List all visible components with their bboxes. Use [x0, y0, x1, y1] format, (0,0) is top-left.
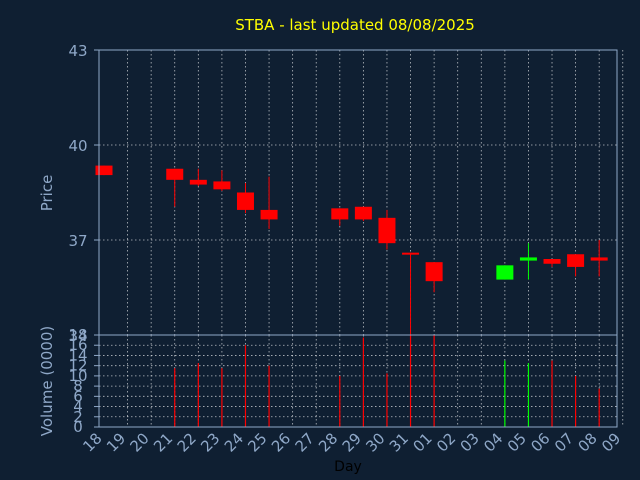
candle-body: [331, 208, 349, 220]
volume-tick-label: 18: [68, 326, 87, 344]
x-tick-label: 02: [433, 429, 459, 455]
x-tick-label: 06: [527, 429, 553, 455]
candle: [378, 209, 396, 250]
candle-body: [402, 252, 420, 255]
volume-tick-label: 14: [68, 346, 87, 364]
candle-body: [260, 209, 278, 220]
x-tick-label: 29: [339, 429, 365, 455]
candle-body: [590, 257, 608, 261]
candle: [260, 176, 278, 229]
x-tick-label: 22: [174, 429, 200, 455]
volume-axis-label: Volume (0000): [38, 326, 56, 436]
candle-body: [354, 206, 372, 220]
chart-title: STBA - last updated 08/08/2025: [235, 16, 475, 34]
x-tick-label: 23: [197, 429, 223, 455]
x-tick-label: 27: [292, 429, 318, 455]
x-tick-label: 26: [268, 429, 294, 455]
candle: [331, 208, 349, 226]
candle: [166, 168, 184, 207]
x-tick-label: 07: [551, 429, 577, 455]
price-frame: [98, 49, 618, 336]
candle: [354, 206, 372, 221]
volume-tick-label: 16: [68, 336, 87, 354]
volume-tick-label: 12: [68, 357, 87, 375]
candle: [402, 252, 420, 335]
candle: [95, 165, 113, 176]
volume-tick-label: 2: [73, 408, 83, 426]
candle: [425, 262, 443, 293]
candle-body: [519, 257, 537, 261]
price-tick-label: 43: [68, 42, 87, 60]
x-tick-label: 01: [409, 429, 435, 455]
x-axis-label: Day: [334, 459, 362, 475]
candle-body: [567, 254, 585, 267]
x-tick-label: 09: [598, 429, 624, 455]
x-tick-label: 19: [103, 429, 129, 455]
candle-body: [236, 192, 254, 210]
volume-tick-label: 6: [73, 387, 83, 405]
price-panel: 34 37 40 43: [68, 42, 624, 345]
candle-body: [496, 265, 514, 280]
candle-body: [378, 217, 396, 244]
volume-tick-label: 0: [73, 418, 83, 436]
candle: [213, 170, 231, 191]
candle: [543, 259, 561, 267]
candle-body: [189, 179, 207, 185]
price-axis-label: Price: [38, 175, 56, 212]
x-tick-label: 18: [79, 429, 105, 455]
x-tick-label: 24: [221, 429, 247, 455]
volume-frame: [98, 334, 618, 428]
candle-body: [543, 259, 561, 264]
candle: [236, 183, 254, 214]
x-tick-label: 03: [457, 429, 483, 455]
volume-tick-label: 4: [73, 398, 83, 416]
x-tick-label: 21: [150, 429, 176, 455]
price-tick-label: 34: [68, 327, 87, 345]
candle-body: [166, 168, 184, 180]
x-tick-label: 20: [127, 429, 153, 455]
x-tick-label: 08: [575, 429, 601, 455]
candle-body: [95, 165, 113, 176]
volume-tick-label: 10: [68, 367, 87, 385]
x-tick-label: 04: [480, 429, 506, 455]
candle: [590, 240, 608, 277]
x-tick-label: 25: [244, 429, 270, 455]
x-tick-label: 28: [315, 429, 341, 455]
x-tick-label: 05: [504, 429, 530, 455]
candle: [496, 265, 514, 280]
candle: [189, 168, 207, 187]
candle-body: [213, 181, 231, 190]
candle: [567, 254, 585, 277]
x-tick-label: 31: [386, 429, 412, 455]
volume-tick-label: 8: [73, 377, 83, 395]
price-tick-label: 37: [68, 232, 87, 250]
volume-panel: 0246810121416181819202122232425262728293…: [68, 326, 624, 456]
candle: [519, 243, 537, 280]
x-tick-label: 30: [362, 429, 388, 455]
candle-body: [425, 262, 443, 282]
price-tick-label: 40: [68, 137, 87, 155]
